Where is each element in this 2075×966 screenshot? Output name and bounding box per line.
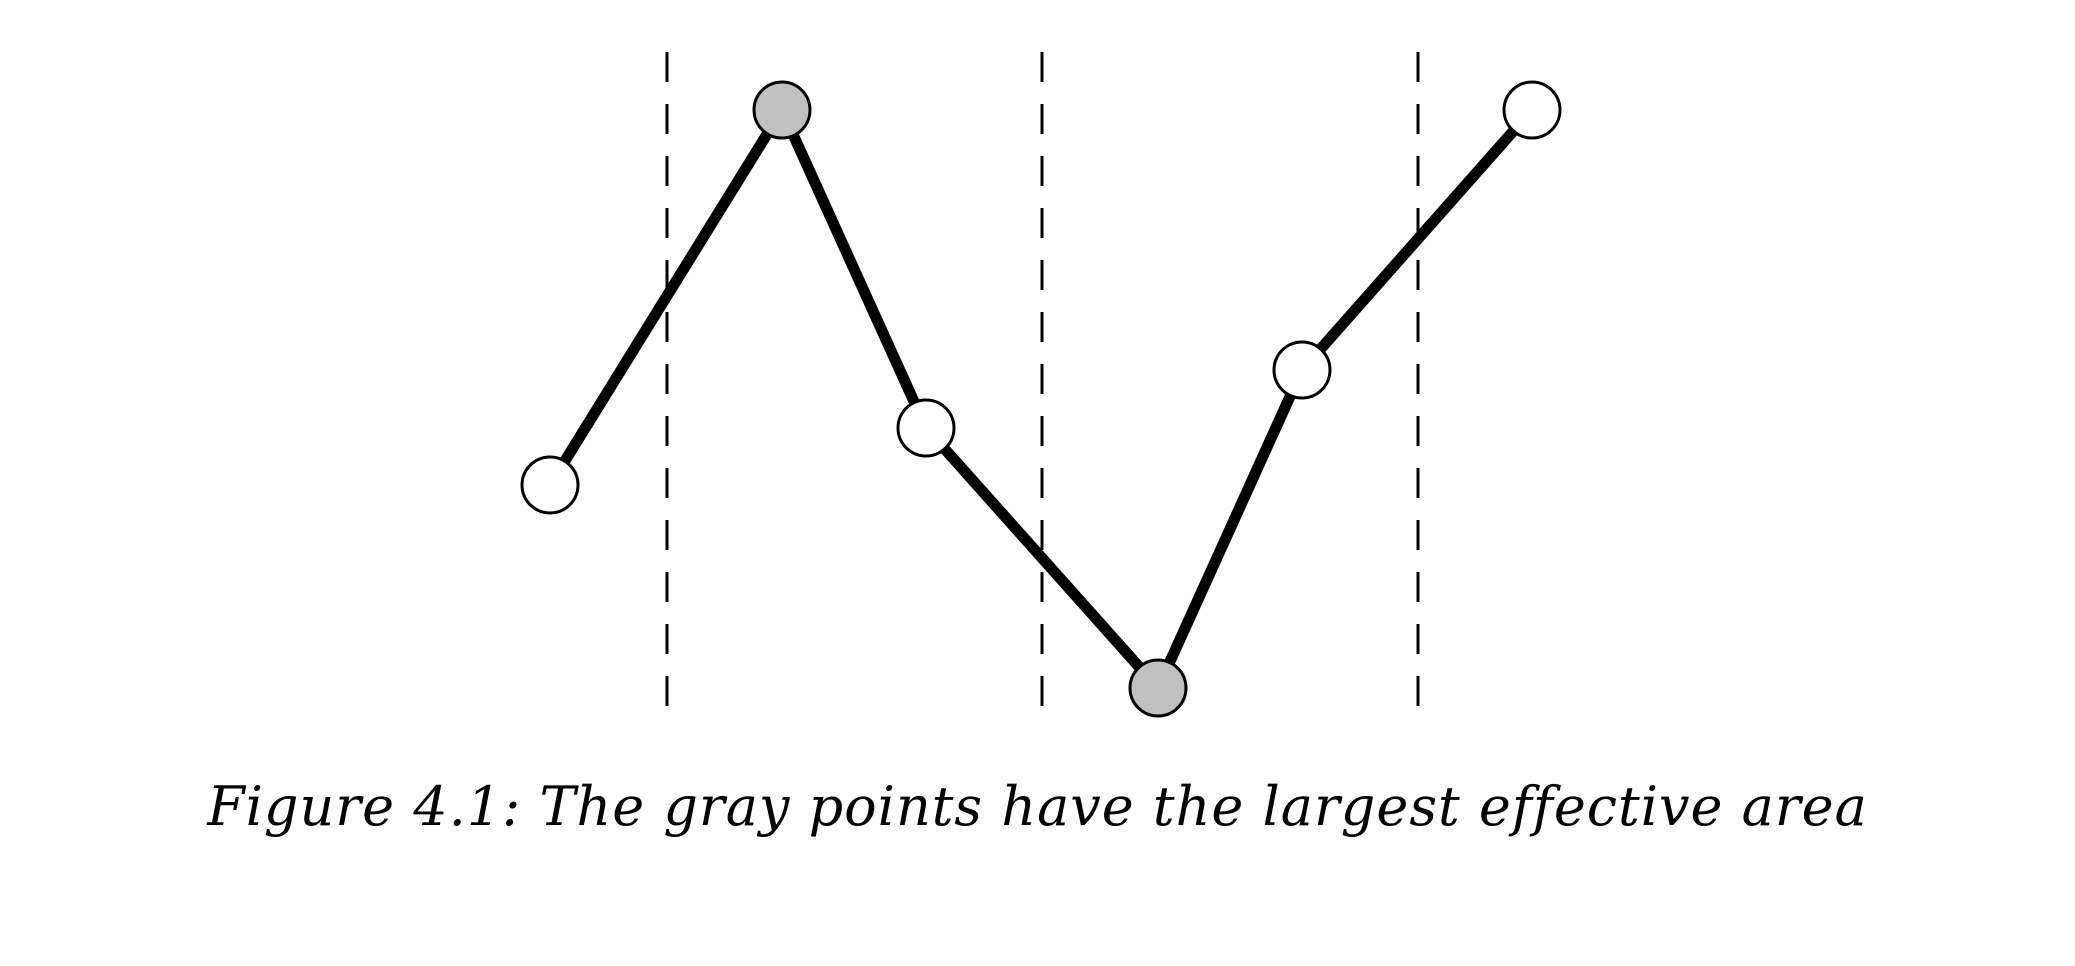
gray-point-2	[752, 80, 812, 140]
polyline-figure	[520, 52, 1562, 718]
figure-caption: Figure 4.1: The gray points have the lar…	[207, 775, 1868, 838]
polyline-edge-1	[544, 104, 788, 491]
gray-point-4	[1128, 658, 1188, 718]
white-point-5	[1272, 340, 1332, 400]
polyline-edge-2	[776, 104, 932, 434]
white-point-6	[1502, 80, 1562, 140]
polyline-edges	[544, 104, 1538, 694]
polyline-points	[520, 80, 1562, 718]
white-point-1	[520, 455, 580, 515]
dashed-dividers	[665, 52, 1420, 718]
polyline-edge-4	[1152, 364, 1308, 694]
polyline-edge-5	[1296, 104, 1538, 376]
white-point-3	[896, 398, 956, 458]
polyline-edge-3	[920, 422, 1164, 694]
